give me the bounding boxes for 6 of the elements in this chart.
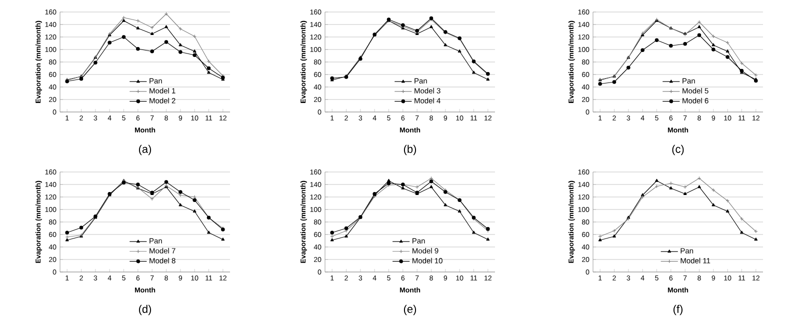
text: (c) <box>672 144 684 156</box>
text: (b) <box>404 144 416 156</box>
text: (f) <box>673 304 683 316</box>
text: (d) <box>138 304 152 316</box>
text: (a) <box>138 144 152 156</box>
text: (e) <box>404 304 416 316</box>
